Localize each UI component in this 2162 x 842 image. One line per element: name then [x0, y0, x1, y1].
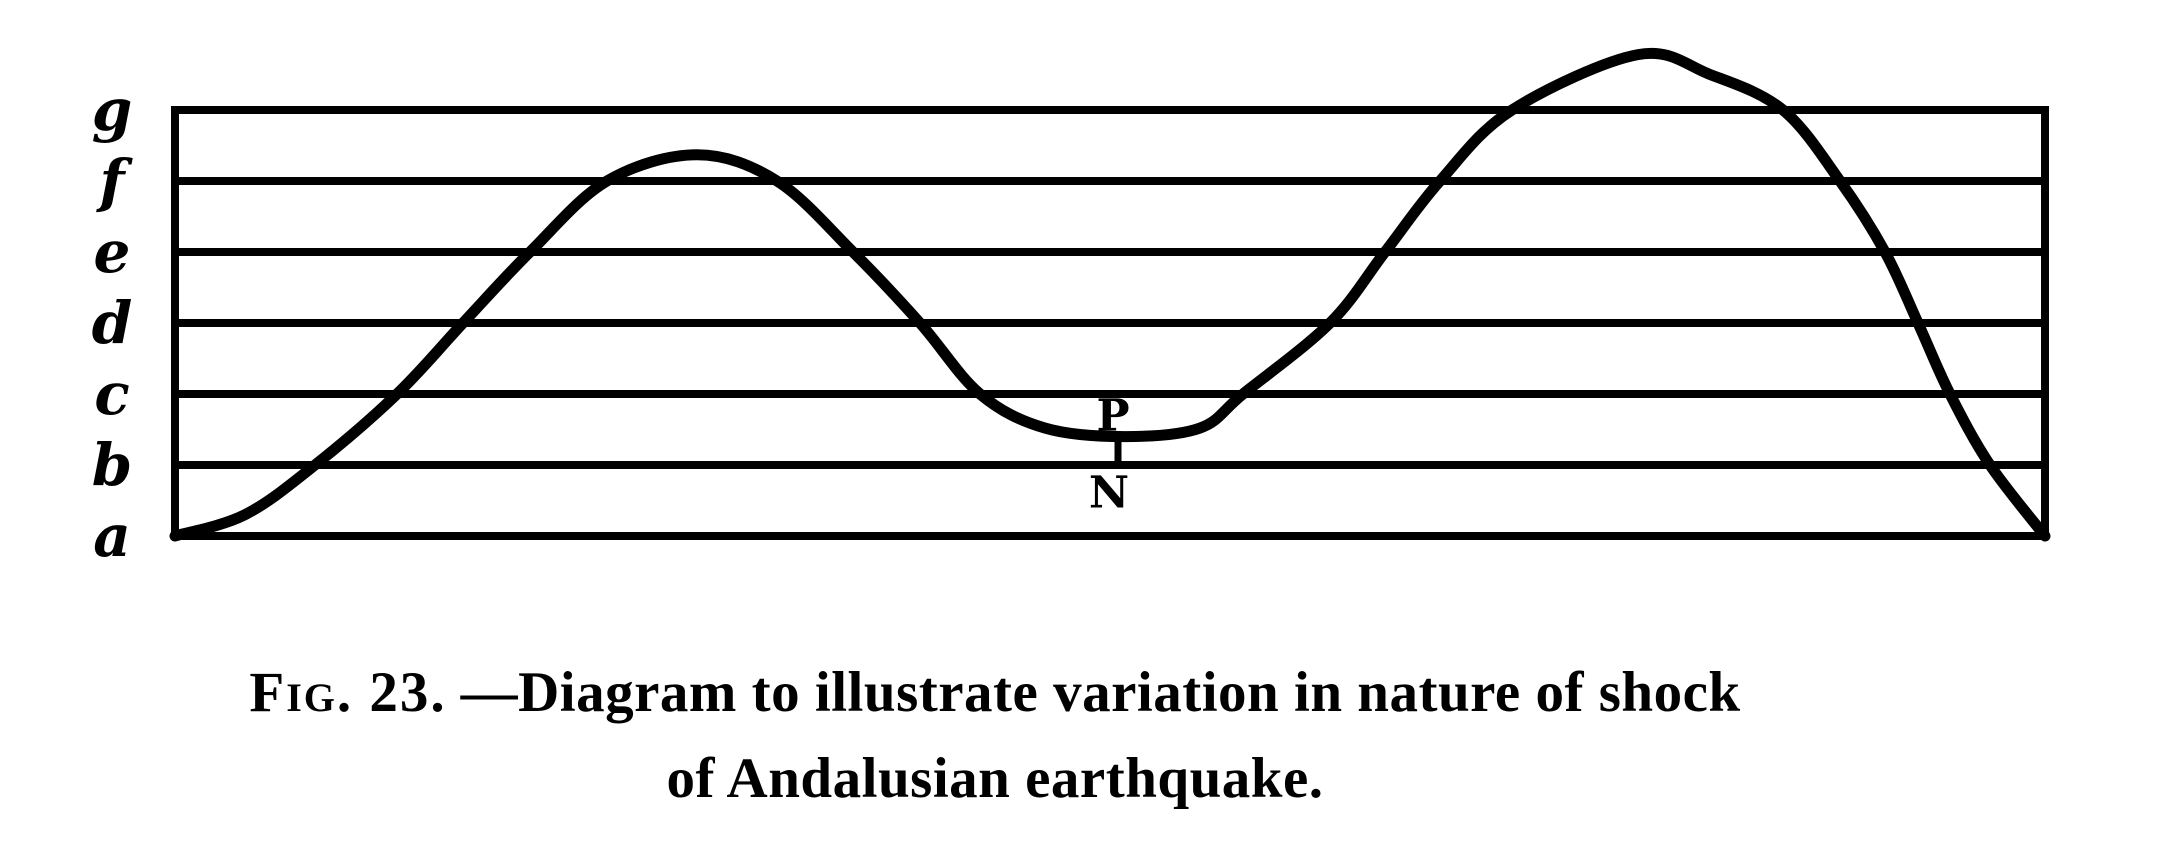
shock-diagram-plot: P N: [169, 47, 2051, 542]
scale-label-d: d: [91, 289, 133, 357]
trough-label-p: P: [1096, 391, 1129, 442]
shock-diagram: g f e d c b a P N: [91, 47, 2051, 570]
figure-number: Fig. 23.: [249, 661, 447, 724]
scale-label-c: c: [94, 360, 130, 428]
scale-label-f: f: [99, 147, 125, 215]
caption-text: —Diagram to illustrate variation in natu…: [460, 661, 1741, 724]
caption-line-2: of Andalusian earthquake.: [666, 747, 1324, 810]
caption-line-1: Fig. 23. —Diagram to illustrate variation…: [0, 650, 1990, 736]
shock-curve: [169, 47, 2051, 542]
trough-label-n: N: [1089, 468, 1129, 519]
scale-label-e: e: [93, 218, 131, 286]
figure-caption: Fig. 23. —Diagram to illustrate variation…: [0, 650, 1990, 822]
plot-border: [171, 106, 2049, 540]
grid-lines: [171, 106, 2049, 540]
scale-label-a: a: [93, 502, 131, 570]
scale-label-b: b: [91, 431, 133, 499]
scale-label-g: g: [91, 76, 133, 144]
